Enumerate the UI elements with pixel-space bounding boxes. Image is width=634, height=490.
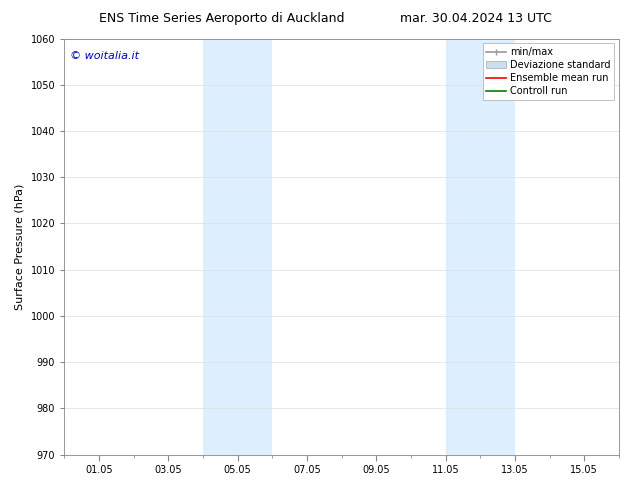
Text: ENS Time Series Aeroporto di Auckland: ENS Time Series Aeroporto di Auckland xyxy=(99,12,345,25)
Bar xyxy=(203,39,272,455)
Bar xyxy=(446,39,515,455)
Text: © woitalia.it: © woitalia.it xyxy=(70,51,139,61)
Legend: min/max, Deviazione standard, Ensemble mean run, Controll run: min/max, Deviazione standard, Ensemble m… xyxy=(482,44,614,100)
Y-axis label: Surface Pressure (hPa): Surface Pressure (hPa) xyxy=(15,183,25,310)
Text: mar. 30.04.2024 13 UTC: mar. 30.04.2024 13 UTC xyxy=(399,12,552,25)
